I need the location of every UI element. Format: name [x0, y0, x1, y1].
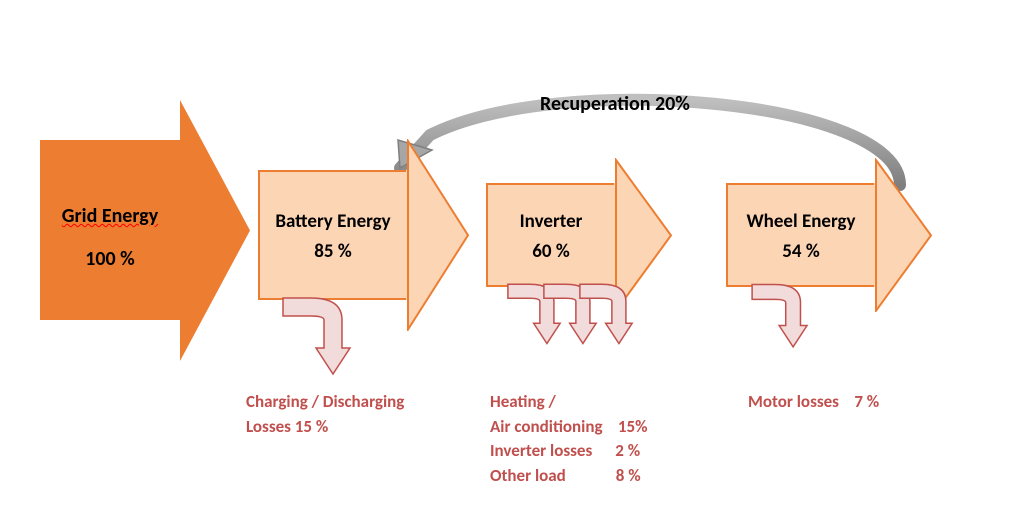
arrow-inverter: Inverter60 % — [486, 183, 671, 287]
energy-flow-diagram: Recuperation 20% Grid Energy100 % Battery… — [0, 0, 1024, 530]
recuperation-label: Recuperation 20% — [540, 92, 690, 116]
arrow-wheel: Wheel Energy54 % — [726, 183, 931, 287]
loss-arrow-0 — [278, 290, 368, 390]
loss-label-1: Heating / Air conditioning 15% Inverter … — [490, 390, 648, 489]
arrow-grid: Grid Energy100 % — [40, 140, 250, 320]
loss-arrow-4 — [748, 278, 822, 360]
arrow-label-grid: Grid Energy100 % — [40, 204, 180, 272]
loss-arrow-3 — [576, 278, 646, 356]
loss-label-0: Charging / Discharging Losses 15 % — [246, 390, 404, 439]
arrow-label-battery: Battery Energy85 % — [258, 210, 408, 264]
loss-label-2: Motor losses 7 % — [748, 390, 879, 415]
arrow-battery: Battery Energy85 % — [258, 170, 468, 300]
arrow-label-wheel: Wheel Energy54 % — [726, 210, 876, 264]
arrow-label-inverter: Inverter60 % — [486, 210, 616, 264]
